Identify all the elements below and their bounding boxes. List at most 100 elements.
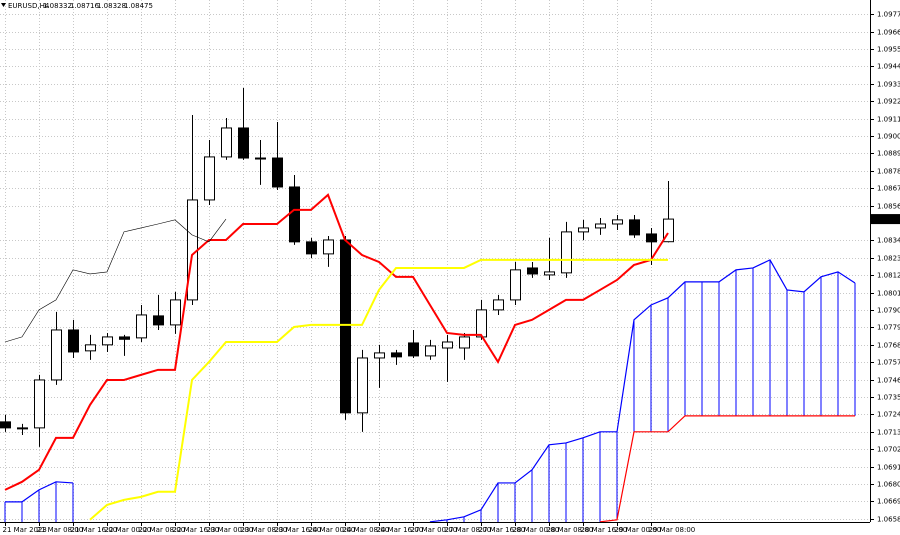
x-tick-label: 29 Mar 00:00 — [615, 526, 662, 534]
indicator-line — [4, 218, 227, 343]
x-tick-label: 22 Mar 16:00 — [173, 526, 220, 534]
candle-body — [459, 336, 470, 349]
candle-body — [374, 352, 385, 359]
candle-body — [408, 342, 419, 357]
y-tick-label: 1.08010 — [877, 290, 900, 298]
x-tick-label: 24 Mar 00:00 — [309, 526, 356, 534]
symbol-title: EURUSD,H4 — [8, 2, 50, 10]
candle-body — [510, 269, 521, 301]
x-tick-label: 28 Mar 08:00 — [547, 526, 594, 534]
candle-body — [493, 299, 504, 311]
y-tick-label: 1.07130 — [877, 429, 900, 437]
y-tick-label: 1.07570 — [877, 359, 900, 367]
candle-body — [391, 352, 402, 358]
x-tick-label: 23 Mar 08:00 — [241, 526, 288, 534]
candle-body — [136, 314, 147, 339]
candle-body — [629, 219, 640, 236]
candle-body — [170, 299, 181, 326]
y-tick-label: 1.09330 — [877, 81, 900, 89]
candle-body — [17, 427, 28, 430]
candle-body — [561, 231, 572, 274]
y-tick-label: 1.06910 — [877, 464, 900, 472]
y-tick-label: 1.09110 — [877, 116, 900, 124]
candle-body — [68, 329, 79, 353]
y-tick-label: 1.06580 — [877, 516, 900, 524]
x-tick-label: 21 Mar 08:00 — [37, 526, 84, 534]
y-tick-label: 1.08230 — [877, 255, 900, 263]
dropdown-arrow — [1, 3, 6, 7]
candle-body — [306, 241, 317, 255]
y-tick-label: 1.09550 — [877, 46, 900, 54]
current-price-label: 1.08475 — [873, 215, 900, 223]
x-tick-label: 27 Mar 16:00 — [479, 526, 526, 534]
candle-body — [153, 315, 164, 326]
candle-body — [221, 127, 232, 158]
y-tick-label: 1.08120 — [877, 272, 900, 280]
senkou-span-b — [5, 481, 74, 503]
y-tick-label: 1.07350 — [877, 394, 900, 402]
x-tick-label: 29 Mar 08:00 — [649, 526, 696, 534]
y-tick-label: 1.07790 — [877, 324, 900, 332]
y-tick-label: 1.09440 — [877, 63, 900, 71]
x-tick-label: 28 Mar 16:00 — [581, 526, 628, 534]
candle-body — [340, 239, 351, 414]
y-tick-label: 1.09770 — [877, 11, 900, 19]
x-tick-label: 23 Mar 00:00 — [207, 526, 254, 534]
candle-body — [612, 219, 623, 225]
y-tick-label: 1.08340 — [877, 237, 900, 245]
x-tick-label: 24 Mar 08:00 — [343, 526, 390, 534]
x-tick-label: 22 Mar 08:00 — [139, 526, 186, 534]
x-tick-label: 21 Mar 2023 — [3, 526, 47, 534]
y-tick-label: 1.06690 — [877, 498, 900, 506]
x-tick-label: 28 Mar 00:00 — [513, 526, 560, 534]
current-price-box — [871, 214, 900, 225]
candle-body — [323, 239, 334, 255]
ohlc-close: 1.08475 — [124, 2, 153, 10]
candle-body — [357, 357, 368, 414]
x-tick-label: 23 Mar 16:00 — [275, 526, 322, 534]
candle-body — [255, 157, 266, 160]
candle-body — [272, 157, 283, 188]
candle-body — [442, 341, 453, 349]
candle-body — [289, 186, 300, 243]
x-tick-label: 27 Mar 08:00 — [445, 526, 492, 534]
x-tick-label: 21 Mar 16:00 — [71, 526, 118, 534]
candle-body — [646, 233, 657, 243]
candle-body — [204, 156, 215, 201]
y-tick-label: 1.07900 — [877, 307, 900, 315]
candle-body — [85, 344, 96, 352]
ohlc-high: 1.08716 — [70, 2, 99, 10]
candle-body — [544, 271, 555, 276]
candle-body — [34, 379, 45, 429]
y-tick-label: 1.08890 — [877, 150, 900, 158]
candle-body — [238, 127, 249, 159]
indicator-line — [4, 193, 669, 491]
y-tick-label: 1.08560 — [877, 203, 900, 211]
senkou-span-a — [599, 415, 855, 522]
y-tick-label: 1.07240 — [877, 411, 900, 419]
x-tick-label: 24 Mar 16:00 — [377, 526, 424, 534]
y-tick-label: 1.09000 — [877, 133, 900, 141]
candle-body — [663, 218, 674, 243]
candle-body — [578, 227, 589, 233]
ohlc-open: 1.08332 — [43, 2, 72, 10]
candle-body — [102, 336, 113, 346]
candle-body — [425, 345, 436, 357]
candle-body — [476, 309, 487, 338]
y-tick-label: 1.06800 — [877, 481, 900, 489]
y-tick-label: 1.07020 — [877, 446, 900, 454]
axes: 1.09770 1.09660 1.09550 1.09440 1.09330 1.092… — [3, 11, 900, 534]
candle-body — [595, 223, 606, 229]
y-tick-label: 1.08670 — [877, 185, 900, 193]
indicator-line — [89, 258, 668, 521]
candle-body — [0, 421, 11, 429]
y-tick-label: 1.07680 — [877, 342, 900, 350]
x-tick-label: 22 Mar 00:00 — [105, 526, 152, 534]
y-tick-label: 1.07460 — [877, 377, 900, 385]
y-tick-label: 1.09660 — [877, 29, 900, 37]
candle-body — [527, 267, 538, 275]
ohlc-low: 1.08328 — [97, 2, 126, 10]
senkou-span-b — [429, 259, 856, 522]
candle-body — [119, 336, 130, 340]
y-tick-label: 1.08780 — [877, 168, 900, 176]
